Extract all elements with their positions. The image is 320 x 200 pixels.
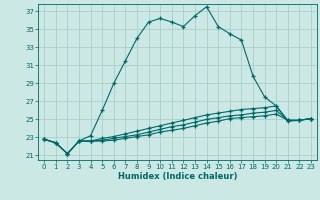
X-axis label: Humidex (Indice chaleur): Humidex (Indice chaleur) [118,172,237,181]
